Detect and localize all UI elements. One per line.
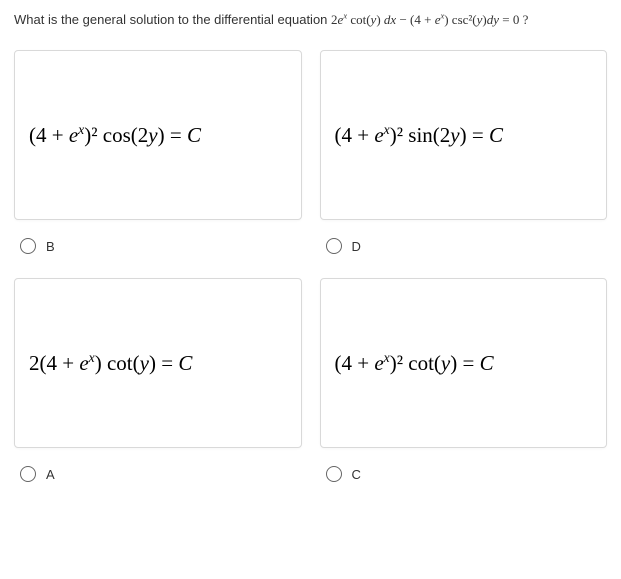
- option-card-1: (4 + ex)² sin(2y) = C: [320, 50, 608, 220]
- radio-icon: [20, 466, 36, 482]
- option-card-0: (4 + ex)² cos(2y) = C: [14, 50, 302, 220]
- radio-icon: [326, 466, 342, 482]
- option-radio-1[interactable]: D: [326, 238, 608, 254]
- option-label-2: A: [46, 467, 55, 482]
- options-grid: (4 + ex)² cos(2y) = C B (4 + ex)² sin(2y…: [14, 50, 607, 488]
- option-wrap-3: (4 + ex)² cot(y) = C C: [320, 278, 608, 488]
- option-label-1: D: [352, 239, 361, 254]
- option-radio-2[interactable]: A: [20, 466, 302, 482]
- option-wrap-2: 2(4 + ex) cot(y) = C A: [14, 278, 302, 488]
- option-card-3: (4 + ex)² cot(y) = C: [320, 278, 608, 448]
- option-radio-3[interactable]: C: [326, 466, 608, 482]
- option-wrap-1: (4 + ex)² sin(2y) = C D: [320, 50, 608, 260]
- option-wrap-0: (4 + ex)² cos(2y) = C B: [14, 50, 302, 260]
- question-prefix: What is the general solution to the diff…: [14, 12, 331, 27]
- option-formula-3: (4 + ex)² cot(y) = C: [335, 351, 494, 376]
- option-formula-0: (4 + ex)² cos(2y) = C: [29, 123, 201, 148]
- option-radio-0[interactable]: B: [20, 238, 302, 254]
- question-text: What is the general solution to the diff…: [14, 12, 607, 28]
- radio-icon: [20, 238, 36, 254]
- option-formula-2: 2(4 + ex) cot(y) = C: [29, 351, 192, 376]
- option-formula-1: (4 + ex)² sin(2y) = C: [335, 123, 503, 148]
- question-equation: 2ex cot(y) dx − (4 + ex) csc²(y)dy = 0 ?: [331, 12, 528, 27]
- option-card-2: 2(4 + ex) cot(y) = C: [14, 278, 302, 448]
- option-label-0: B: [46, 239, 55, 254]
- radio-icon: [326, 238, 342, 254]
- option-label-3: C: [352, 467, 361, 482]
